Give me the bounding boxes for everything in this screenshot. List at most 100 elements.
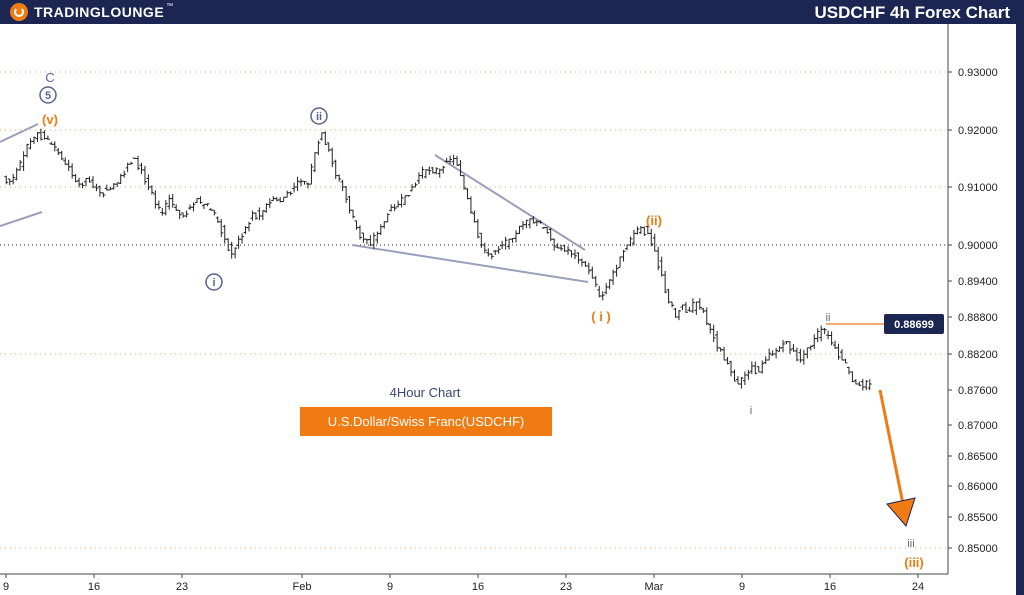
tradinglounge-logo[interactable]: TRADINGLOUNGE ™ xyxy=(10,3,173,21)
candle xyxy=(97,185,102,197)
candle xyxy=(552,238,557,251)
candle xyxy=(673,307,678,318)
instrument-label: U.S.Dollar/Swiss Franc(USDCHF) xyxy=(328,414,524,429)
candle xyxy=(347,195,352,214)
candle xyxy=(538,220,543,224)
candle xyxy=(774,347,779,359)
candle xyxy=(330,147,335,168)
candle xyxy=(84,177,89,187)
candle xyxy=(819,325,824,342)
candle xyxy=(614,264,619,277)
candle xyxy=(555,243,560,249)
candle xyxy=(472,210,477,223)
x-tick-label: 16 xyxy=(88,581,100,593)
candle xyxy=(226,238,231,251)
candle xyxy=(153,190,158,209)
candle xyxy=(569,250,574,258)
candle xyxy=(867,379,872,391)
candle xyxy=(649,228,654,247)
wave-label-circled: i xyxy=(205,273,223,291)
candle xyxy=(416,172,421,184)
candle xyxy=(593,275,598,288)
candle xyxy=(624,244,629,251)
candle xyxy=(455,155,460,166)
grid-lines xyxy=(0,71,948,549)
candle xyxy=(406,195,411,197)
timeframe-label: 4Hour Chart xyxy=(390,385,461,400)
candle xyxy=(392,203,397,212)
candle xyxy=(451,154,456,166)
candle xyxy=(18,160,23,171)
candle xyxy=(781,339,786,353)
candle xyxy=(156,200,161,210)
candle xyxy=(52,141,57,152)
candle xyxy=(794,347,799,362)
x-tick-label: 23 xyxy=(176,581,188,593)
candle xyxy=(243,226,248,235)
candle xyxy=(524,219,529,229)
candle xyxy=(635,226,640,235)
trendline-upper-left xyxy=(0,123,39,143)
candle xyxy=(208,207,213,211)
candle xyxy=(746,369,751,380)
candle xyxy=(194,198,199,204)
candle xyxy=(753,361,758,375)
candle xyxy=(486,248,491,257)
candle xyxy=(659,256,664,277)
candle xyxy=(167,194,172,210)
candle xyxy=(45,135,50,140)
candle xyxy=(250,210,255,221)
candle xyxy=(87,176,92,183)
candle xyxy=(160,207,165,216)
candle xyxy=(701,307,706,314)
candle xyxy=(139,162,144,175)
candle xyxy=(742,371,747,386)
candle xyxy=(475,219,480,239)
candle xyxy=(11,173,16,185)
candle xyxy=(309,163,314,185)
candle xyxy=(652,233,657,252)
candle xyxy=(545,227,550,234)
candle xyxy=(631,229,636,246)
candle xyxy=(122,170,127,178)
candle xyxy=(604,283,609,295)
candle xyxy=(749,361,754,374)
candle xyxy=(559,244,564,251)
x-tick-label: Mar xyxy=(645,581,664,593)
page-title: USDCHF 4h Forex Chart xyxy=(814,3,1010,22)
candle xyxy=(763,356,768,364)
candle xyxy=(21,151,26,172)
current-price-value: 0.88699 xyxy=(894,319,934,331)
candle xyxy=(136,155,141,171)
candle xyxy=(812,334,817,349)
wave-label-circle xyxy=(39,86,57,104)
candle xyxy=(638,225,643,234)
candle xyxy=(683,302,688,313)
wave-label-text: i xyxy=(212,277,215,289)
candle xyxy=(316,140,321,156)
logo-text: TRADINGLOUNGE xyxy=(34,4,165,20)
candle xyxy=(90,176,95,189)
candle xyxy=(354,220,359,230)
candle xyxy=(482,242,487,254)
candle xyxy=(860,378,865,391)
candle xyxy=(857,381,862,387)
candle xyxy=(181,212,186,218)
candle xyxy=(462,174,467,190)
candle xyxy=(323,131,328,145)
candle xyxy=(427,166,432,176)
chart-panel[interactable]: C 5 (v) i ii (ii)( i ) ii i iii (iii) 0.93000 0.92… xyxy=(0,24,1016,595)
candle xyxy=(444,157,449,163)
candle xyxy=(302,180,307,185)
current-price-badge xyxy=(884,314,944,334)
candle xyxy=(704,307,709,326)
candle xyxy=(396,200,401,208)
y-tick-label: 0.93000 xyxy=(958,67,998,79)
candle xyxy=(399,193,404,208)
candle xyxy=(281,196,286,202)
candle xyxy=(822,327,827,335)
wave-label-circle xyxy=(205,273,223,291)
wave-label: ( i ) xyxy=(591,309,611,324)
